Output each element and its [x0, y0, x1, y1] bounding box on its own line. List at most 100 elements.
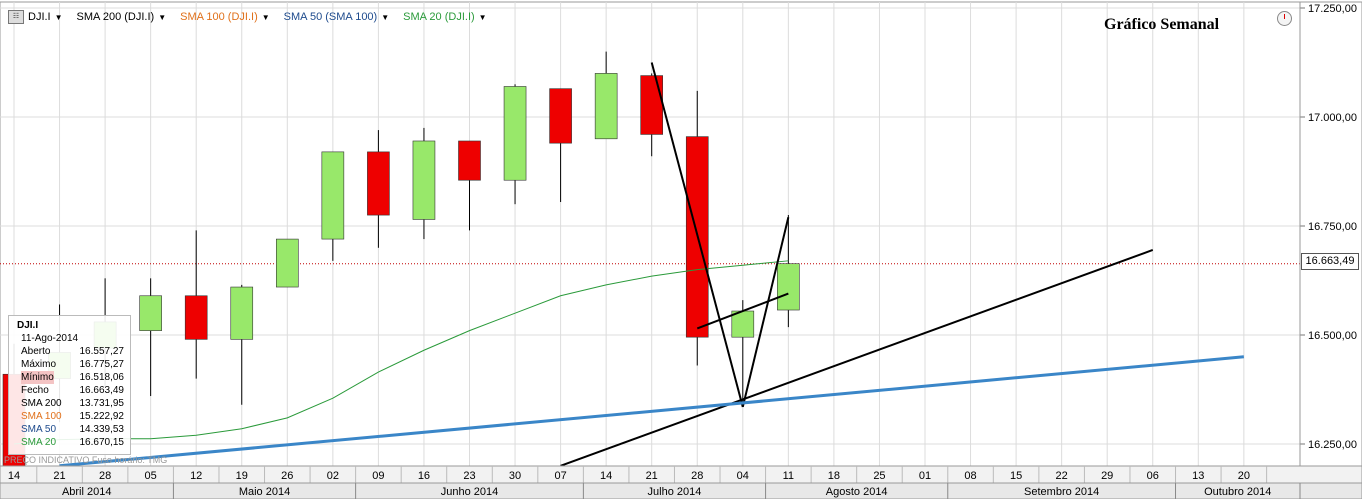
data-row-open: Aberto 16.557,27 — [21, 346, 124, 357]
data-row-close: Fecho 16.663,49 — [21, 385, 124, 396]
data-window-symbol: DJI.I — [17, 320, 39, 331]
x-tick-label: 22 — [1056, 470, 1068, 482]
x-tick-label: 19 — [236, 470, 248, 482]
x-tick-label: 05 — [145, 470, 157, 482]
candle — [503, 84, 527, 205]
chart-title: Gráfico Semanal — [1104, 16, 1220, 33]
legend-sma20-label: SMA 20 (DJI.I) — [403, 11, 475, 23]
x-tick-label: 25 — [873, 470, 885, 482]
trendline — [696, 292, 789, 330]
data-row-sma200: SMA 200 13.731,95 — [21, 398, 124, 409]
candle-body — [184, 295, 208, 340]
candle-body — [321, 151, 345, 240]
x-tick-label: 15 — [1010, 470, 1022, 482]
legend-sma100-label: SMA 100 (DJI.I) — [180, 11, 258, 23]
sma20-line — [13, 260, 789, 445]
trendline — [741, 217, 790, 408]
x-tick-label: 20 — [1238, 470, 1250, 482]
chevron-down-icon[interactable]: ▼ — [381, 12, 390, 22]
month-label: Junho 2014 — [441, 486, 499, 498]
candle — [594, 51, 618, 140]
candle-body — [367, 151, 390, 216]
x-tick-label: 21 — [53, 470, 65, 482]
x-tick-label: 14 — [8, 470, 20, 482]
candle — [412, 127, 436, 240]
month-label: Maio 2014 — [239, 486, 290, 498]
candle — [139, 278, 162, 397]
legend-bar: ☷ DJI.I ▼ SMA 200 (DJI.I) ▼ SMA 100 (DJI… — [8, 8, 487, 26]
trendline — [650, 62, 744, 408]
month-label: Agosto 2014 — [826, 486, 888, 498]
y-tick-label: 16.250,00 — [1308, 439, 1357, 451]
legend-sma100[interactable]: SMA 100 (DJI.I) ▼ — [180, 11, 270, 23]
x-tick-label: 28 — [99, 470, 111, 482]
y-axis-frame — [1299, 1, 1362, 467]
month-label: Abril 2014 — [62, 486, 112, 498]
y-tick-label: 17.250,00 — [1308, 3, 1357, 15]
x-tick-label: 01 — [919, 470, 931, 482]
x-tick-label: 28 — [691, 470, 703, 482]
chevron-down-icon[interactable]: ▼ — [478, 12, 487, 22]
legend-sma200-label: SMA 200 (DJI.I) — [76, 11, 155, 23]
candle — [275, 238, 299, 288]
x-tick-label: 23 — [463, 470, 475, 482]
trendline — [560, 249, 1154, 467]
legend-ticker-label: DJI.I — [28, 11, 51, 23]
x-tick-label: 12 — [190, 470, 202, 482]
x-tick-label: 29 — [1101, 470, 1113, 482]
month-label: Outubro 2014 — [1204, 486, 1271, 498]
candle-body — [503, 86, 527, 181]
legend-sma50-label: SMA 50 (SMA 100) — [283, 11, 378, 23]
x-tick-label: 02 — [327, 470, 339, 482]
data-row-sma50: SMA 50 14.339,53 — [21, 424, 124, 435]
candle — [367, 130, 390, 248]
legend-sma20[interactable]: SMA 20 (DJI.I) ▼ — [403, 11, 486, 23]
data-row-high: Máximo 16.775,27 — [21, 359, 124, 370]
legend-sma50[interactable]: SMA 50 (SMA 100) ▼ — [284, 11, 389, 23]
chevron-down-icon[interactable]: ▼ — [54, 12, 63, 22]
x-tick-label: 18 — [828, 470, 840, 482]
data-window: DJI.I 11-Ago-2014 Aberto 16.557,27 Máximo… — [8, 315, 131, 455]
candle-body — [412, 140, 436, 220]
x-tick-label: 04 — [737, 470, 749, 482]
y-tick-label: 16.500,00 — [1308, 330, 1357, 342]
chevron-down-icon[interactable]: ▼ — [158, 12, 167, 22]
x-tick-label: 26 — [281, 470, 293, 482]
candle — [184, 230, 208, 379]
y-tick-label: 16.750,00 — [1308, 221, 1357, 233]
candle — [549, 88, 572, 203]
x-tick-label: 16 — [418, 470, 430, 482]
footer-note: PREÇO INDICATIVO Fuso horário: TMG — [4, 455, 168, 465]
candle-body — [640, 75, 664, 135]
y-tick-label: 17.000,00 — [1308, 112, 1357, 124]
candle-body — [139, 295, 162, 331]
legend-sma200[interactable]: SMA 200 (DJI.I) ▼ — [77, 11, 167, 23]
clock-icon[interactable] — [1277, 11, 1292, 26]
legend-ticker[interactable]: ☷ DJI.I ▼ — [8, 10, 63, 24]
chevron-down-icon[interactable]: ▼ — [261, 12, 270, 22]
candle — [230, 284, 254, 405]
x-tick-label: 08 — [964, 470, 976, 482]
candle-body — [275, 238, 299, 288]
x-tick-label: 13 — [1192, 470, 1204, 482]
last-price-tag: 16.663,49 — [1301, 253, 1359, 270]
candle — [458, 140, 481, 231]
month-label: Setembro 2014 — [1024, 486, 1099, 498]
chart-type-icon[interactable]: ☷ — [8, 10, 24, 24]
x-tick-label: 07 — [554, 470, 566, 482]
x-tick-label: 09 — [372, 470, 384, 482]
x-tick-label: 06 — [1147, 470, 1159, 482]
data-window-date: 11-Ago-2014 — [21, 333, 79, 344]
data-row-sma20: SMA 20 16.670,15 — [21, 437, 124, 448]
x-tick-label: 11 — [783, 470, 794, 482]
month-band — [0, 482, 1362, 499]
candle — [777, 214, 800, 328]
data-row-sma100: SMA 100 15.222,92 — [21, 411, 124, 422]
candle-body — [230, 286, 254, 340]
x-tick-label: 21 — [646, 470, 658, 482]
x-tick-label: 14 — [600, 470, 612, 482]
data-row-low: Mínimo 16.518,06 — [21, 371, 124, 384]
candle — [321, 151, 345, 261]
candle-body — [777, 263, 800, 311]
